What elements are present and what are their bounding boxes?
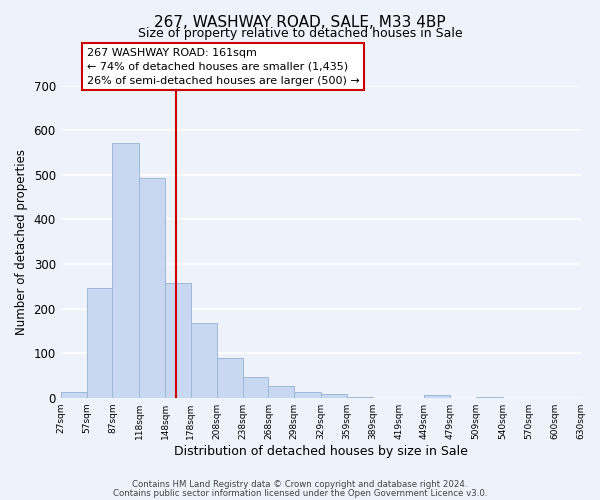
Bar xyxy=(61,392,86,398)
Bar xyxy=(424,396,451,398)
Text: Size of property relative to detached houses in Sale: Size of property relative to detached ho… xyxy=(137,28,463,40)
Text: Contains HM Land Registry data © Crown copyright and database right 2024.: Contains HM Land Registry data © Crown c… xyxy=(132,480,468,489)
Bar xyxy=(191,323,217,398)
Bar xyxy=(112,142,139,398)
Y-axis label: Number of detached properties: Number of detached properties xyxy=(15,148,28,334)
Bar xyxy=(347,397,373,398)
Bar xyxy=(321,394,347,398)
Bar xyxy=(294,392,321,398)
Bar xyxy=(139,178,165,398)
Text: 267 WASHWAY ROAD: 161sqm
← 74% of detached houses are smaller (1,435)
26% of sem: 267 WASHWAY ROAD: 161sqm ← 74% of detach… xyxy=(86,48,359,86)
X-axis label: Distribution of detached houses by size in Sale: Distribution of detached houses by size … xyxy=(173,444,467,458)
Text: 267, WASHWAY ROAD, SALE, M33 4BP: 267, WASHWAY ROAD, SALE, M33 4BP xyxy=(154,15,446,30)
Text: Contains public sector information licensed under the Open Government Licence v3: Contains public sector information licen… xyxy=(113,488,487,498)
Bar xyxy=(86,288,112,398)
Bar xyxy=(242,376,268,398)
Bar xyxy=(268,386,294,398)
Bar xyxy=(165,282,191,398)
Bar xyxy=(217,358,242,398)
